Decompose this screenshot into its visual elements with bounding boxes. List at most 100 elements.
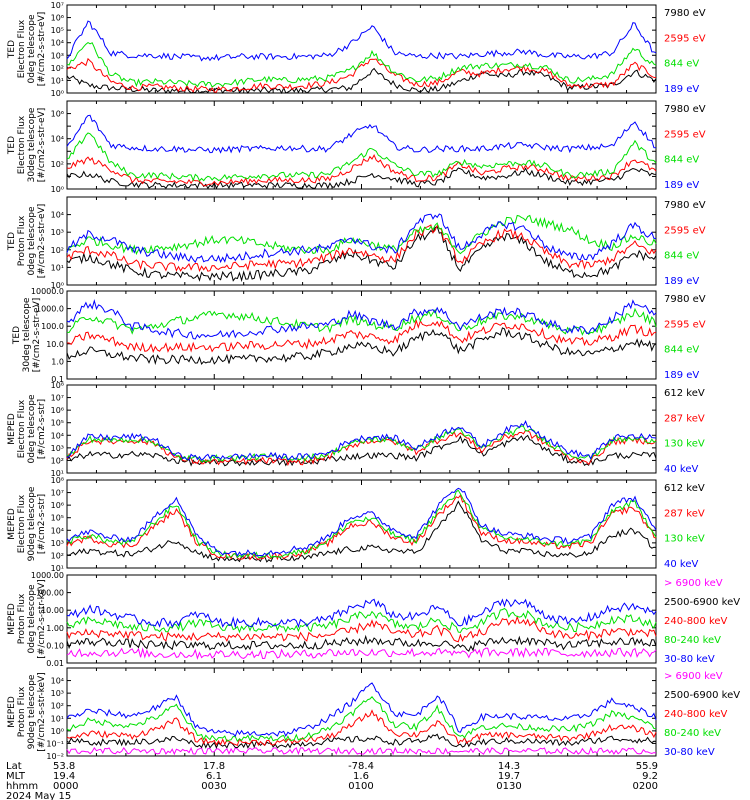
legend-entry: 844 eV <box>664 59 699 70</box>
y-tick-label: 10³ <box>51 228 64 237</box>
y-tick-label: 10³ <box>51 444 64 453</box>
legend-entry: 7980 eV <box>664 200 706 211</box>
y-tick-label: 10² <box>51 456 64 465</box>
y-tick-label: 10⁶ <box>51 406 64 415</box>
footer-lat-value: 53.8 <box>53 761 75 772</box>
series-line-red <box>66 224 657 273</box>
legend-entry: 30-80 keV <box>664 747 715 758</box>
y-axis-label-line: 0deg telescope <box>27 584 37 654</box>
y-axis-label-line: [#/cm2-s-str-eV] <box>32 298 42 373</box>
y-axis-label-line: [#/cm2-s-str-keV] <box>37 672 47 751</box>
y-tick-label: 10² <box>51 160 64 169</box>
y-axis-label-line: Electron Flux <box>17 19 27 78</box>
series-line-red <box>66 57 657 93</box>
y-tick-label: 10¹ <box>51 469 64 478</box>
y-tick-label: 0.1 <box>51 375 64 384</box>
y-tick-label: 100.0 <box>41 322 64 331</box>
y-tick-label: 10⁻¹ <box>46 739 64 748</box>
series-line-red <box>66 615 657 643</box>
legend-entry: 40 keV <box>664 559 698 570</box>
y-axis-label-line: Proton Flux <box>17 686 27 737</box>
y-axis-label-line: 90deg telescope <box>27 486 37 561</box>
y-tick-label: 10⁵ <box>51 26 64 35</box>
y-tick-label: 10⁴ <box>51 135 64 144</box>
series-line-green <box>66 132 657 182</box>
y-tick-label: 10¹ <box>51 76 64 85</box>
panel-8: 10⁻² 10⁻¹ 10⁰ 10¹ 10² 10³ 10⁴ MEPED Proton Flux 9… <box>7 667 740 761</box>
legend-entry: 80-240 keV <box>664 635 721 646</box>
legend-entry: 130 keV <box>664 534 705 545</box>
y-tick-label: 100.00 <box>36 589 64 598</box>
legend-entry: 80-240 keV <box>664 728 721 739</box>
footer-lat-value: 17.8 <box>203 761 225 772</box>
legend-entry: 189 eV <box>664 370 699 381</box>
y-tick-label: 10000.0 <box>31 287 64 296</box>
legend-entry: 2500-6900 keV <box>664 690 740 701</box>
y-tick-label: 10² <box>51 246 64 255</box>
y-axis-label: TED Electron Flux 0deg telescope [#/cm2-s-s… <box>7 12 47 87</box>
panel-6: 10¹ 10² 10³ 10⁴ 10⁵ 10⁶ 10⁷ 10⁸ MEPED Electron Fl… <box>7 476 705 573</box>
y-tick-label: 10⁴ <box>51 431 64 440</box>
y-tick-label: 10⁴ <box>51 211 64 220</box>
y-axis-label-line: Proton Flux <box>17 593 27 644</box>
y-axis-label-line: Electron Flux <box>17 115 27 174</box>
y-axis-label-line: Proton Flux <box>17 215 27 266</box>
y-tick-label: 10⁸ <box>51 476 64 485</box>
footer-mlt-value: 9.2 <box>642 771 658 782</box>
y-tick-label: 10⁴ <box>51 39 64 48</box>
y-tick-label: 10.00 <box>41 606 64 615</box>
footer-time-value: 0000 <box>53 781 78 792</box>
legend-entry: 30-80 keV <box>664 654 715 665</box>
legend-entry: 612 keV <box>664 483 705 494</box>
panel-3: 10⁰ 10¹ 10² 10³ 10⁴ TED Proton Flux 0deg telesc… <box>7 196 706 290</box>
series-line-green <box>66 489 657 559</box>
footer-label-mlt: MLT <box>6 771 26 782</box>
y-tick-label: 10³ <box>51 539 64 548</box>
y-axis-label: MEPED Proton Flux 90deg telescope [#/cm2-s-… <box>7 672 47 751</box>
y-tick-label: 10⁰ <box>51 185 64 194</box>
legend-entry: 844 eV <box>664 155 699 166</box>
series-line-magenta <box>66 647 657 660</box>
legend-entry: 189 eV <box>664 276 699 287</box>
y-axis-label: MEPED Proton Flux 0deg telescope [#/cm2-s-s… <box>7 579 47 658</box>
y-axis-label-line: [#/cm2-s-str-eV] <box>37 12 47 87</box>
series-line-blue <box>66 598 657 629</box>
y-tick-label: 10⁵ <box>51 419 64 428</box>
panel-2: 10⁰ 10² 10⁴ 10⁶ TED Electron Flux 30deg telesc… <box>7 100 706 194</box>
y-tick-label: 10² <box>51 702 64 711</box>
y-tick-label: 10⁶ <box>51 14 64 23</box>
y-tick-label: 10.0 <box>46 340 64 349</box>
series-line-black <box>66 327 657 366</box>
y-tick-label: 10⁴ <box>51 526 64 535</box>
y-axis-label-line: MEPED <box>7 603 17 635</box>
series-line-green <box>66 607 657 634</box>
y-tick-label: 10² <box>51 551 64 560</box>
y-axis-label-line: TED <box>7 136 17 155</box>
y-axis-label-line: 90deg telescope <box>27 674 37 749</box>
footer-time-value: 0100 <box>348 781 373 792</box>
legend-entry: 2595 eV <box>664 129 706 140</box>
y-tick-label: 10⁰ <box>51 89 64 98</box>
legend-entry: > 6900 keV <box>664 671 723 682</box>
series-line-green <box>66 425 657 463</box>
legend-entry: 240-800 keV <box>664 709 728 720</box>
footer-lat-value: 14.3 <box>498 761 520 772</box>
legend-entry: 612 keV <box>664 388 705 399</box>
y-axis-label-line: TED <box>12 326 22 345</box>
legend-entry: 40 keV <box>664 464 698 475</box>
legend-entry: 7980 eV <box>664 294 706 305</box>
footer-mlt-value: 1.6 <box>353 771 369 782</box>
y-axis-label-line: [#/cm2-s-str-eV] <box>37 108 47 183</box>
legend-entry: 844 eV <box>664 345 699 356</box>
legend-entry: > 6900 keV <box>664 578 723 589</box>
legend-entry: 7980 eV <box>664 8 706 19</box>
y-axis-label-line: Electron Flux <box>17 399 27 458</box>
footer-label-hhmm: hhmm <box>6 781 38 792</box>
series-line-black <box>66 434 657 467</box>
series-line-green <box>66 214 657 256</box>
y-axis-label: TED 30deg telescope [#/cm2-s-str-eV] <box>12 297 42 372</box>
series-line-black <box>66 634 657 652</box>
y-tick-label: 1000.0 <box>36 305 64 314</box>
